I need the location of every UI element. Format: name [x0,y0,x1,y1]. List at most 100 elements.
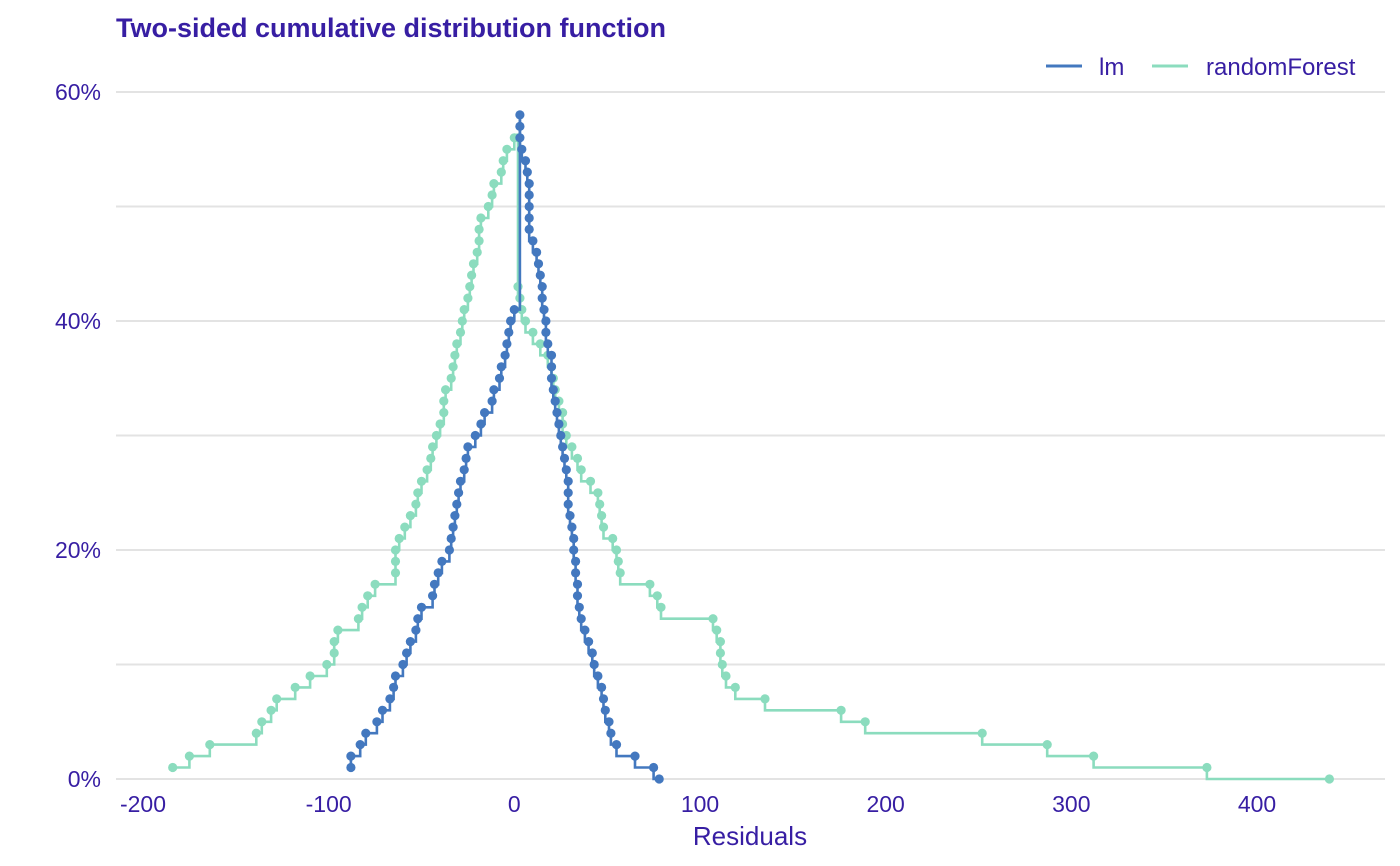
data-point-lm [524,224,534,234]
data-point-randomforest [457,316,467,326]
data-point-lm [569,533,579,544]
data-point-lm [470,430,480,441]
data-point-randomforest [860,717,870,727]
data-point-randomforest [450,350,460,360]
data-point-lm [437,556,447,567]
data-point-randomforest [721,671,731,681]
data-point-randomforest [652,591,662,601]
data-point-lm [450,510,460,521]
data-point-lm [550,396,560,406]
data-point-lm [587,648,597,658]
data-point-lm [630,751,640,761]
data-point-randomforest [528,327,538,337]
data-point-randomforest [474,224,484,234]
data-point-lm [569,545,579,555]
data-point-lm [574,602,584,612]
data-point-lm [372,717,382,727]
data-point-randomforest [390,556,401,567]
data-point-randomforest [1089,751,1099,761]
data-point-lm [561,465,571,475]
series-randomforest [168,133,1334,784]
data-point-randomforest [1202,762,1212,773]
data-point-lm [524,179,534,189]
data-point-lm [502,339,512,349]
data-point-randomforest [498,156,508,166]
data-point-randomforest [463,293,473,303]
data-point-randomforest [439,408,449,418]
data-point-lm [500,350,510,360]
data-point-lm [535,270,545,280]
data-point-randomforest [455,327,466,337]
data-point-lm [429,579,440,589]
data-point-lm [385,694,395,704]
x-tick-label: 200 [866,791,904,817]
y-tick-label: 40% [55,308,101,334]
data-point-lm [361,728,371,738]
data-point-randomforest [426,453,436,463]
data-point-randomforest [357,602,367,612]
data-point-randomforest [168,762,178,773]
data-point-lm [552,408,562,418]
data-point-lm [563,476,573,486]
data-point-lm [565,510,575,521]
x-tick-label: -200 [120,791,166,817]
data-point-lm [559,453,570,463]
data-point-randomforest [257,717,267,727]
data-point-randomforest [394,533,404,544]
data-point-lm [446,533,456,544]
data-point-randomforest [717,659,727,670]
data-point-lm [597,682,607,693]
data-point-randomforest [390,545,401,555]
data-point-randomforest [1324,774,1334,784]
data-point-randomforest [390,568,401,578]
data-point-randomforest [405,510,415,521]
data-point-lm [584,637,594,647]
data-point-lm [455,476,466,486]
data-point-randomforest [333,625,343,635]
data-point-randomforest [520,316,531,326]
data-point-randomforest [446,373,456,383]
data-point-lm [571,568,581,578]
data-point-lm [454,488,464,498]
data-point-randomforest [290,682,300,693]
data-point-randomforest [422,465,432,475]
legend: lm randomForest [1046,54,1356,81]
data-point-randomforest [439,396,449,406]
data-point-randomforest [305,671,315,681]
data-point-lm [524,201,534,212]
data-point-lm [416,602,427,612]
data-point-lm [539,305,549,315]
data-point-randomforest [760,694,770,704]
y-tick-label: 60% [55,79,101,105]
data-point-randomforest [452,339,462,349]
data-point-lm [611,740,622,750]
data-point-randomforest [708,614,718,624]
data-point-lm [541,327,551,337]
data-point-randomforest [656,602,666,612]
data-point-randomforest [712,625,722,635]
data-point-lm [413,614,423,624]
data-point-randomforest [363,591,373,601]
data-point-lm [546,373,557,383]
data-point-lm [402,648,412,658]
data-point-lm [487,396,497,406]
data-point-lm [433,568,443,578]
data-point-lm [524,213,534,223]
data-point-randomforest [448,362,458,372]
data-point-lm [548,385,558,395]
data-point-lm [346,762,356,773]
data-point-lm [515,121,525,131]
data-point-randomforest [459,305,469,315]
data-point-randomforest [535,339,545,349]
data-point-lm [355,740,365,750]
data-point-lm [463,442,473,452]
data-point-lm [452,499,462,509]
data-point-randomforest [416,476,427,486]
data-point-randomforest [576,465,586,475]
data-point-lm [489,385,499,395]
data-point-randomforest [272,694,282,704]
data-point-lm [398,659,408,670]
data-point-randomforest [513,282,523,292]
y-tick-label: 20% [55,537,101,563]
